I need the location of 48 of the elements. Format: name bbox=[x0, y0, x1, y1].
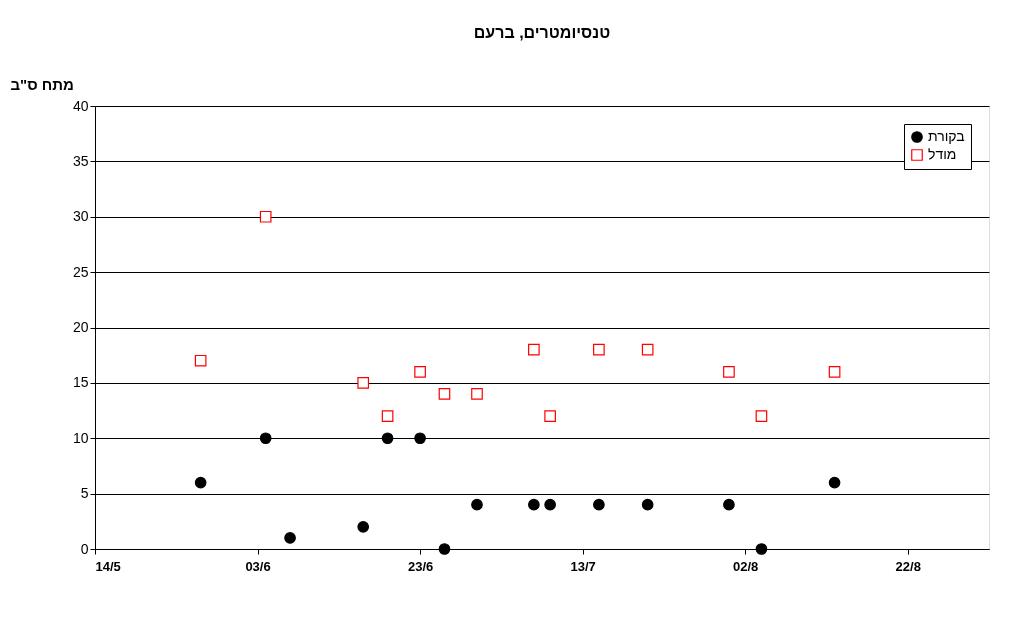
y-tick-label: 30 bbox=[72, 208, 89, 225]
point bbox=[438, 543, 451, 555]
y-tick-label: 40 bbox=[72, 97, 89, 114]
point bbox=[528, 498, 540, 511]
y-tick-label: 0 bbox=[80, 540, 89, 557]
point bbox=[259, 432, 272, 445]
point bbox=[828, 365, 841, 378]
point bbox=[381, 432, 394, 445]
point bbox=[284, 532, 296, 544]
x-tick-label: 14/5 bbox=[95, 558, 121, 574]
point bbox=[357, 521, 370, 533]
y-tick-label: 15 bbox=[72, 374, 89, 391]
y-axis-title: מתח ס"ב bbox=[10, 75, 75, 93]
point bbox=[544, 410, 556, 422]
y-tick-label: 10 bbox=[72, 429, 89, 446]
y-tick-label: 20 bbox=[72, 319, 89, 335]
point bbox=[381, 410, 394, 422]
point bbox=[755, 410, 768, 422]
x-tick-label: 02/8 bbox=[733, 558, 759, 574]
y-tick-label: 25 bbox=[72, 263, 89, 280]
y-tick-label: 5 bbox=[80, 485, 89, 502]
point bbox=[194, 476, 207, 489]
point bbox=[723, 498, 735, 511]
y-tick-label: 35 bbox=[72, 152, 89, 169]
point bbox=[593, 498, 605, 511]
legend-label: בקורת bbox=[928, 128, 965, 144]
x-tick-label: 03/6 bbox=[245, 558, 271, 574]
point bbox=[438, 388, 451, 400]
point bbox=[194, 354, 207, 367]
point bbox=[414, 432, 426, 445]
legend-label: מודל bbox=[928, 146, 957, 162]
x-tick-label: 23/6 bbox=[407, 558, 434, 574]
point bbox=[357, 377, 370, 389]
point bbox=[471, 388, 483, 400]
point bbox=[641, 498, 654, 511]
chart-title: טנסיומטרים, ברעם bbox=[473, 24, 611, 41]
point bbox=[641, 343, 654, 356]
point bbox=[755, 543, 768, 555]
point bbox=[723, 365, 735, 378]
point bbox=[828, 476, 841, 489]
x-tick-label: 13/7 bbox=[570, 558, 596, 574]
point bbox=[471, 498, 483, 511]
point bbox=[414, 365, 426, 378]
x-tick-label: 22/8 bbox=[895, 558, 921, 574]
point bbox=[259, 210, 272, 223]
point bbox=[544, 498, 556, 511]
point bbox=[528, 343, 540, 356]
point bbox=[593, 343, 605, 356]
